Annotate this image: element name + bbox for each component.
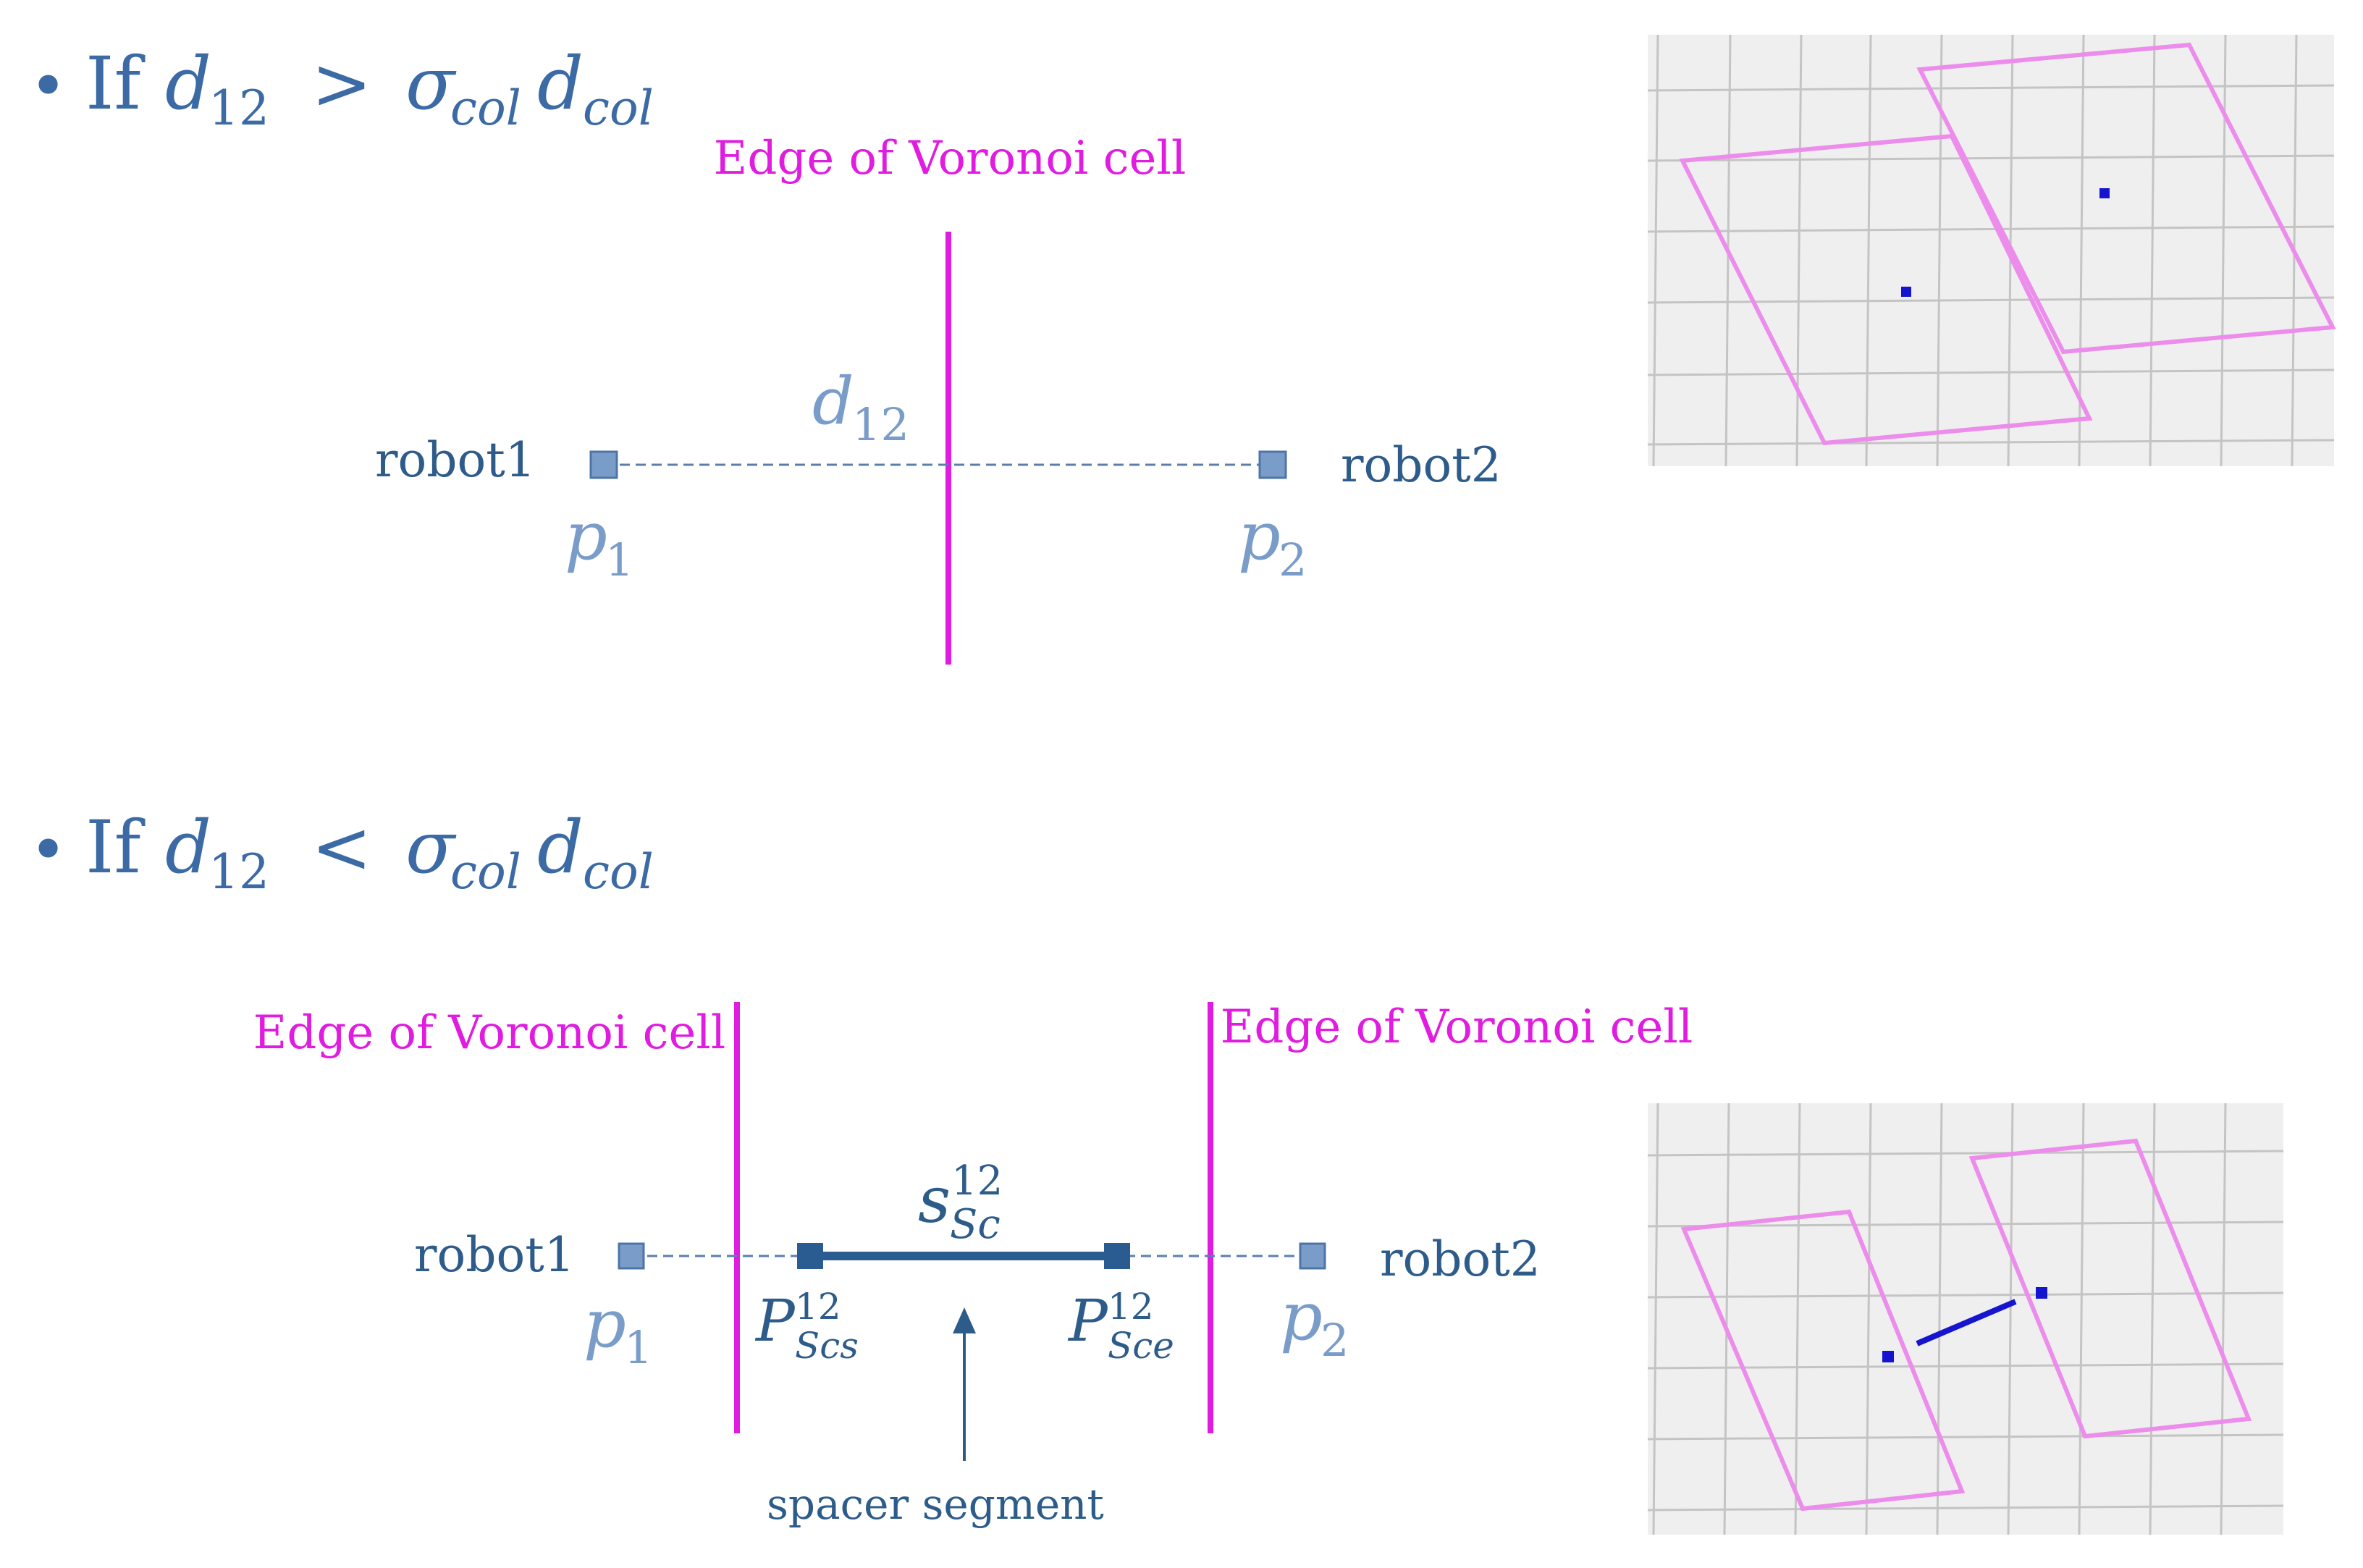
dcol-symbol: d	[537, 41, 584, 126]
ps-end-label: P 12 Sce	[1067, 1286, 1174, 1367]
segment-start-marker	[797, 1243, 823, 1269]
simulation-panel-2	[1647, 1103, 2284, 1535]
segment-s: s	[918, 1163, 951, 1237]
section1: • If d 12 > σ col d col Edge of Voronoi …	[29, 34, 2336, 665]
p1-label: p 1	[584, 1285, 652, 1374]
p1-sub: 1	[624, 1321, 652, 1374]
spacer-segment-sim	[1916, 1299, 2017, 1346]
segment-end-marker	[1104, 1243, 1130, 1269]
section2: • If d 12 < σ col d col Edge of Voronoi …	[29, 805, 2284, 1535]
robot1-label: robot1	[375, 432, 536, 488]
robot1-marker	[618, 1242, 645, 1270]
panel-background	[1648, 35, 2334, 466]
sigma-subscript: col	[450, 844, 521, 900]
voronoi-cell-robot2	[1968, 1138, 2252, 1439]
p1-label: p 1	[565, 497, 633, 586]
robot1-label: robot1	[414, 1227, 575, 1283]
if-word: If	[85, 805, 146, 890]
voronoi-cell-robot2	[1916, 42, 2336, 355]
segment-sup: 12	[951, 1158, 1003, 1205]
bullet: •	[29, 49, 67, 125]
sigma-symbol: σ	[405, 805, 457, 890]
robot1-marker	[589, 450, 618, 479]
spacer-segment-label: spacer segment	[767, 1480, 1104, 1529]
voronoi-edge-label-right: Edge of Voronoi cell	[1221, 1000, 1693, 1054]
p1-main: p	[584, 1285, 626, 1362]
p2-main: p	[1238, 497, 1281, 575]
ps-end-sup: 12	[1108, 1286, 1154, 1328]
robot2-marker	[1258, 450, 1287, 479]
p2-label: p 2	[1238, 497, 1307, 586]
segment-label: s 12 Sc	[918, 1158, 1003, 1248]
voronoi-edge-label: Edge of Voronoi cell	[714, 132, 1187, 185]
sigma-subscript: col	[450, 80, 521, 136]
simulation-panel-1	[1647, 34, 2336, 467]
ps-start-main: P	[754, 1287, 796, 1354]
distance-label: d 12	[812, 363, 909, 451]
operator-gt: >	[311, 41, 372, 126]
p2-main: p	[1280, 1278, 1323, 1355]
dcol-symbol: d	[537, 805, 584, 890]
sigma-symbol: σ	[405, 41, 457, 126]
d-subscript: 12	[208, 80, 269, 136]
dcol-subscript: col	[583, 844, 654, 900]
robot1-dot	[1882, 1351, 1894, 1362]
operator-lt: <	[311, 805, 372, 890]
p2-sub: 2	[1279, 534, 1307, 586]
segment-sub: Sc	[950, 1201, 1001, 1248]
ps-start-label: P 12 Scs	[754, 1286, 859, 1367]
robot2-label: robot2	[1341, 437, 1501, 493]
distance-sub: 12	[852, 398, 909, 451]
d-symbol: d	[165, 41, 211, 126]
p1-main: p	[565, 497, 607, 575]
voronoi-cell-robot1	[1680, 1209, 1966, 1512]
robot1-dot	[1901, 287, 1911, 297]
ps-start-sub: Scs	[795, 1325, 859, 1367]
p1-sub: 1	[605, 534, 633, 586]
dcol-subscript: col	[583, 80, 654, 136]
ps-end-sub: Sce	[1108, 1325, 1174, 1367]
ps-start-sup: 12	[795, 1286, 841, 1328]
condition-2: • If d 12 < σ col d col	[29, 805, 654, 900]
bullet: •	[29, 812, 67, 888]
robot2-dot	[2036, 1287, 2047, 1299]
robot2-dot	[2099, 188, 2110, 198]
distance-d: d	[812, 363, 854, 439]
d-subscript: 12	[208, 844, 269, 900]
voronoi-cell-robot1	[1679, 133, 2093, 446]
panel-background	[1648, 1103, 2283, 1535]
if-word: If	[85, 41, 146, 126]
panel-grid	[1647, 1103, 2284, 1535]
ps-end-main: P	[1067, 1287, 1108, 1354]
voronoi-edge-label-left: Edge of Voronoi cell	[253, 1006, 726, 1060]
robot2-marker	[1299, 1242, 1326, 1270]
robot2-label: robot2	[1380, 1231, 1541, 1287]
p2-label: p 2	[1280, 1278, 1349, 1367]
d-symbol: d	[165, 805, 211, 890]
p2-sub: 2	[1320, 1314, 1349, 1367]
condition-1: • If d 12 > σ col d col	[29, 41, 654, 136]
